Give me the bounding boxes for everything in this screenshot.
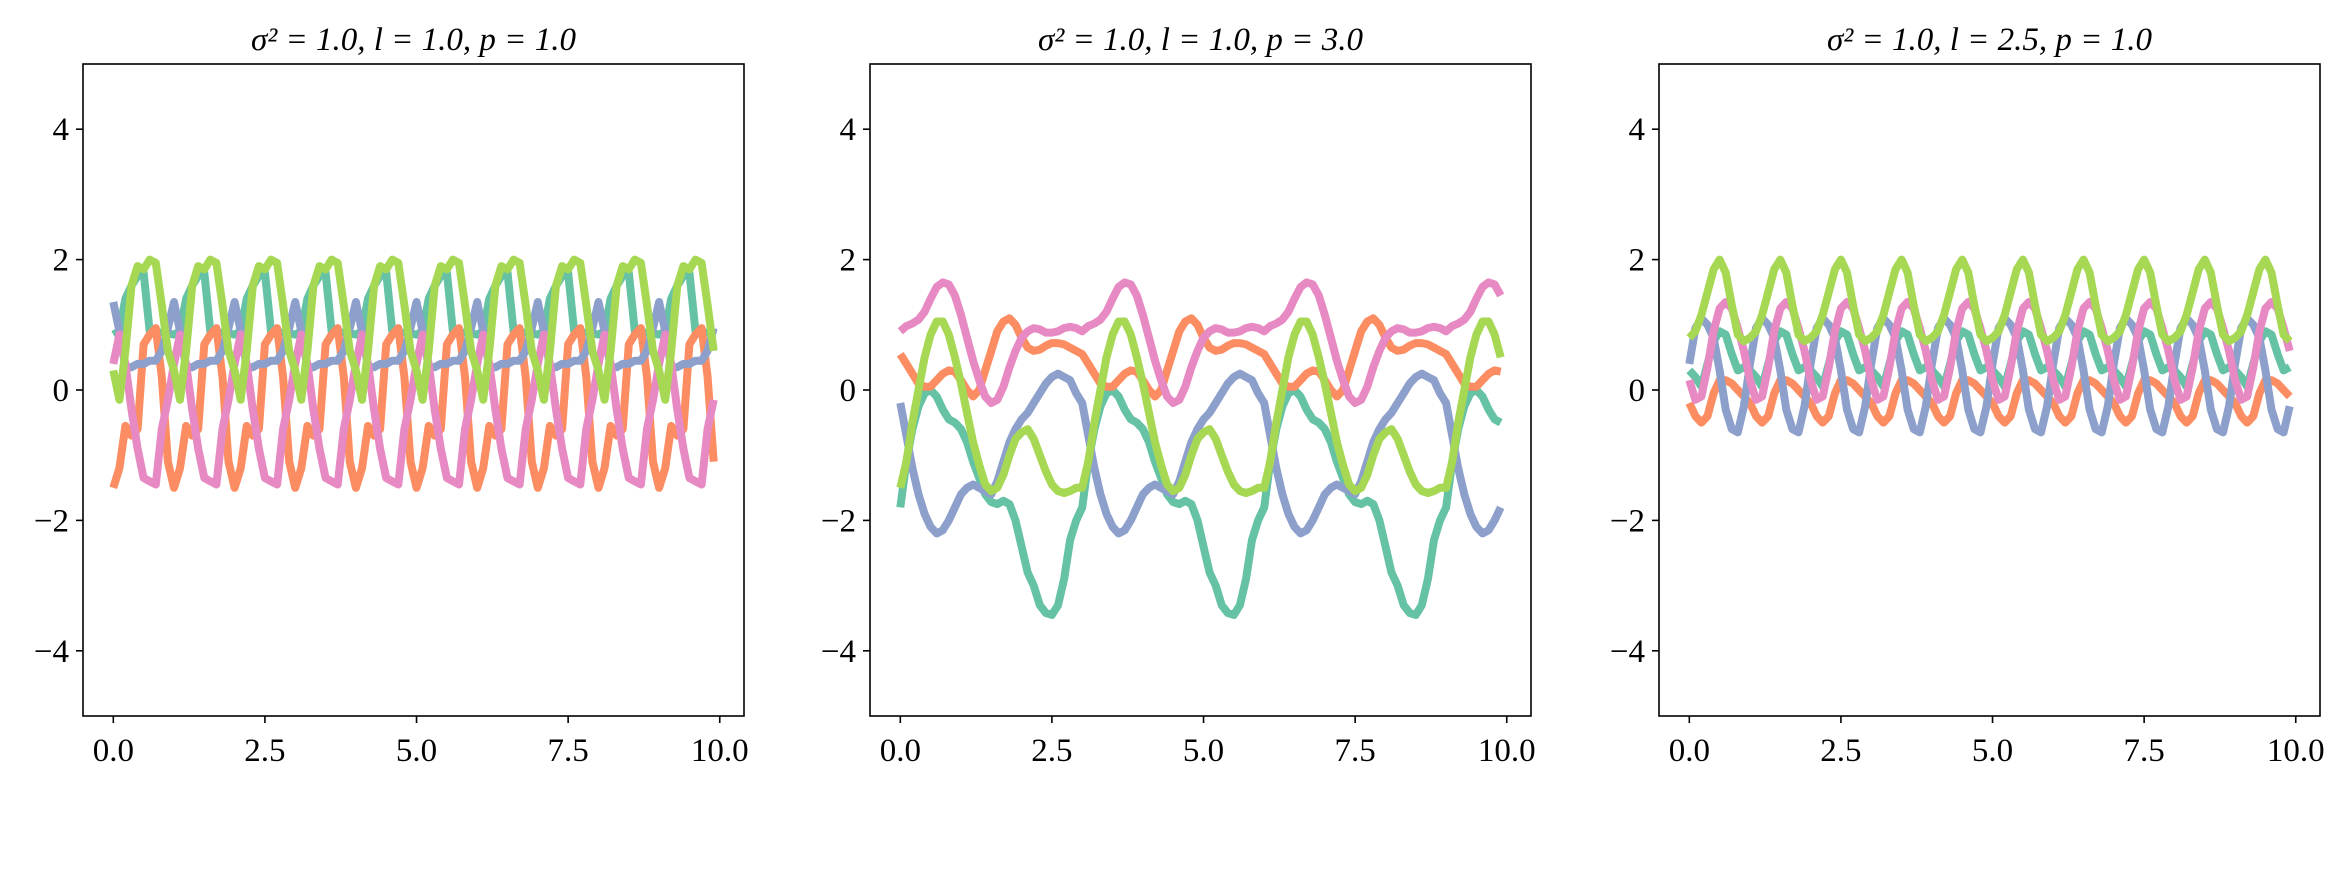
y-tick-label: 0 — [840, 373, 857, 409]
y-tick-label: −2 — [34, 503, 69, 539]
y-tick-label: −4 — [1610, 634, 1645, 670]
subplot-3: σ² = 1.0, l = 2.5, p = 1.0 0.0 2.5 5.0 7.5 1… — [1610, 22, 2325, 769]
y-tick-label: −2 — [821, 503, 856, 539]
series-group — [109, 255, 718, 492]
series-line-sample-5 — [1686, 255, 2293, 346]
x-tick-label: 0.0 — [1669, 733, 1710, 769]
y-tick-label: −4 — [34, 634, 69, 670]
x-tick-label: 5.0 — [1183, 733, 1224, 769]
y-tick-label: 0 — [1629, 373, 1646, 409]
x-tick-label: 2.5 — [1031, 733, 1072, 769]
x-tick-label: 7.5 — [548, 733, 589, 769]
series-line-sample-4 — [109, 330, 718, 489]
series-group — [1685, 255, 2294, 437]
x-tick-label: 2.5 — [1820, 733, 1861, 769]
x-tick-label: 7.5 — [2124, 733, 2165, 769]
x-tick-label: 0.0 — [93, 733, 134, 769]
series-line-sample-3 — [1685, 314, 2294, 437]
series-line-sample-4 — [897, 278, 1505, 407]
series-line-sample-2 — [109, 324, 718, 492]
series-line-sample-1 — [896, 386, 1503, 619]
y-tick-label: 2 — [1629, 243, 1646, 279]
subplot-1: σ² = 1.0, l = 1.0, p = 1.0 0.0 2.5 5.0 7.5 1… — [34, 22, 749, 769]
x-tick-label: 10.0 — [691, 733, 749, 769]
series-line-sample-5 — [896, 317, 1505, 497]
subplot-title: σ² = 1.0, l = 2.5, p = 1.0 — [1827, 22, 2152, 58]
y-tick-label: 0 — [53, 373, 70, 409]
subplot-title: σ² = 1.0, l = 1.0, p = 3.0 — [1038, 22, 1363, 58]
y-tick-label: 4 — [53, 112, 70, 148]
series-line-sample-5 — [109, 255, 718, 404]
series-line-sample-2 — [896, 314, 1502, 401]
x-tick-label: 10.0 — [2267, 733, 2325, 769]
series-group — [896, 278, 1505, 619]
x-tick-label: 7.5 — [1335, 733, 1376, 769]
y-tick-label: −2 — [1610, 503, 1645, 539]
y-tick-label: 2 — [840, 243, 857, 279]
subplot-2: σ² = 1.0, l = 1.0, p = 3.0 0.0 2.5 5.0 7.5 1… — [821, 22, 1536, 769]
x-tick-label: 10.0 — [1478, 733, 1536, 769]
x-tick-label: 2.5 — [244, 733, 285, 769]
y-tick-label: 2 — [53, 243, 70, 279]
y-tick-label: 4 — [840, 112, 857, 148]
x-tick-label: 5.0 — [396, 733, 437, 769]
x-tick-label: 5.0 — [1972, 733, 2013, 769]
y-tick-label: −4 — [821, 634, 856, 670]
x-tick-label: 0.0 — [880, 733, 921, 769]
subplot-title: σ² = 1.0, l = 1.0, p = 1.0 — [251, 22, 576, 58]
y-tick-label: 4 — [1629, 112, 1646, 148]
